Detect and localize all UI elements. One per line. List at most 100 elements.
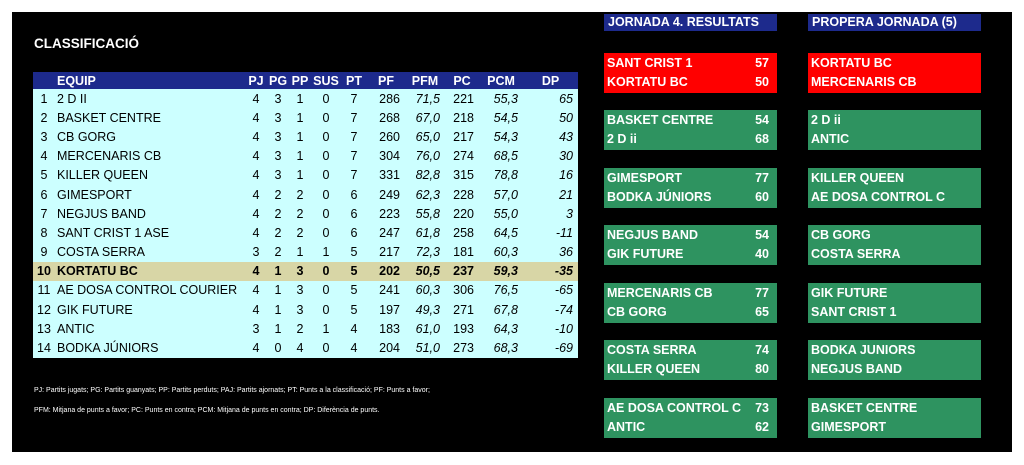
table-cell: 0 bbox=[311, 338, 341, 358]
table-cell: 223 bbox=[367, 204, 405, 224]
table-cell: 68,5 bbox=[479, 146, 523, 166]
table-cell: 6 bbox=[341, 223, 367, 243]
table-cell: 3 bbox=[267, 127, 289, 147]
result-box: SANT CRIST 1 57 KORTATU BC 50 bbox=[604, 53, 777, 93]
table-cell: 3 bbox=[267, 165, 289, 185]
table-cell: 4 bbox=[245, 261, 267, 281]
team-name: NEGJUS BAND bbox=[811, 362, 902, 376]
table-cell: 4 bbox=[245, 223, 267, 243]
table-cell: 5 bbox=[33, 165, 55, 185]
game-team-line: KORTATU BC bbox=[811, 54, 973, 73]
table-cell: 193 bbox=[445, 319, 479, 339]
column-header: DP bbox=[523, 72, 578, 89]
table-cell: 72,3 bbox=[405, 242, 445, 262]
team-name: CB GORG bbox=[607, 305, 667, 319]
game-team-line: AE DOSA CONTROL C bbox=[811, 188, 973, 207]
table-cell: 304 bbox=[367, 146, 405, 166]
legend-line-2: PFM: Mitjana de punts a favor; PC: Punts… bbox=[34, 407, 380, 414]
standings-header-row: EQUIP PJ PG PP SUS PT PF PFM PC PCM DP bbox=[33, 72, 578, 89]
team-name: 2 D ii bbox=[811, 113, 841, 127]
table-cell: 220 bbox=[445, 204, 479, 224]
column-header: EQUIP bbox=[55, 72, 245, 89]
table-cell: 3 bbox=[267, 108, 289, 128]
table-row: 13 ANTIC 3 1 2 1 4 183 61,0 193 64,3 -10 bbox=[33, 319, 578, 339]
game-team-line: GIMESPORT 77 bbox=[607, 169, 769, 188]
table-cell: 64,3 bbox=[479, 319, 523, 339]
column-header: PJ bbox=[245, 72, 267, 89]
table-cell: 4 bbox=[245, 184, 267, 205]
team-name: BODKA JUNIORS bbox=[811, 343, 916, 357]
team-name-cell: GIK FUTURE bbox=[55, 300, 245, 320]
table-cell: 4 bbox=[33, 146, 55, 166]
table-cell: 4 bbox=[245, 204, 267, 224]
table-cell: 1 bbox=[289, 165, 311, 185]
result-box: GIMESPORT 77 BODKA JÚNIORS 60 bbox=[604, 168, 777, 208]
table-cell: 10 bbox=[33, 261, 55, 281]
table-row: 8 SANT CRIST 1 ASE 4 2 2 0 6 247 61,8 258 64,5 -11 bbox=[33, 223, 578, 243]
table-cell: 76,5 bbox=[479, 280, 523, 301]
game-team-line: ANTIC 62 bbox=[607, 418, 769, 437]
table-cell: 3 bbox=[289, 300, 311, 320]
table-cell: 2 bbox=[267, 204, 289, 224]
result-box: BASKET CENTRE 54 2 D ii 68 bbox=[604, 110, 777, 150]
standings-table: EQUIP PJ PG PP SUS PT PF PFM PC PCM DP 1… bbox=[33, 72, 578, 358]
table-cell: 13 bbox=[33, 319, 55, 339]
table-cell: 1 bbox=[267, 261, 289, 281]
table-cell: 0 bbox=[311, 223, 341, 243]
table-cell: -65 bbox=[523, 280, 578, 301]
team-name: AE DOSA CONTROL C bbox=[811, 190, 946, 204]
table-cell: 2 bbox=[289, 319, 311, 339]
table-cell: 59,3 bbox=[479, 261, 523, 281]
column-header: PT bbox=[341, 72, 367, 89]
table-cell: 0 bbox=[311, 127, 341, 147]
team-score: 62 bbox=[755, 420, 769, 434]
table-cell: 54,5 bbox=[479, 108, 523, 128]
team-name: ANTIC bbox=[811, 132, 850, 146]
team-name-cell: CB GORG bbox=[55, 127, 245, 147]
column-header: PC bbox=[445, 72, 479, 89]
table-cell: 0 bbox=[267, 338, 289, 358]
team-score: 73 bbox=[755, 401, 769, 415]
table-cell: 0 bbox=[311, 108, 341, 128]
table-cell: 331 bbox=[367, 165, 405, 185]
table-cell: 274 bbox=[445, 146, 479, 166]
table-row: 2 BASKET CENTRE 4 3 1 0 7 268 67,0 218 54,5 50 bbox=[33, 108, 578, 128]
table-cell: 1 bbox=[267, 300, 289, 320]
table-cell: 221 bbox=[445, 89, 479, 109]
table-cell: 2 bbox=[267, 242, 289, 262]
table-cell: 3 bbox=[289, 280, 311, 301]
table-cell: 11 bbox=[33, 280, 55, 301]
team-score: 68 bbox=[755, 132, 769, 146]
table-cell: 60,3 bbox=[405, 280, 445, 301]
result-box: COSTA SERRA 74 KILLER QUEEN 80 bbox=[604, 340, 777, 380]
table-cell: 2 bbox=[267, 223, 289, 243]
team-name-cell: BASKET CENTRE bbox=[55, 108, 245, 128]
game-team-line: GIMESPORT bbox=[811, 418, 973, 437]
table-cell: -35 bbox=[523, 261, 578, 281]
table-row: 11 AE DOSA CONTROL COURIER 4 1 3 0 5 241 60,3 306… bbox=[33, 280, 578, 301]
table-cell: 7 bbox=[341, 165, 367, 185]
game-team-line: 2 D ii 68 bbox=[607, 130, 769, 149]
team-name: KORTATU BC bbox=[811, 56, 892, 70]
table-cell: 0 bbox=[311, 89, 341, 109]
table-cell: 50,5 bbox=[405, 261, 445, 281]
fixture-box: BASKET CENTRE GIMESPORT bbox=[808, 398, 981, 438]
team-name: NEGJUS BAND bbox=[607, 228, 698, 242]
table-cell: 6 bbox=[33, 184, 55, 205]
team-score: 77 bbox=[755, 171, 769, 185]
table-cell: 0 bbox=[311, 300, 341, 320]
table-cell: 3 bbox=[33, 127, 55, 147]
table-cell: 5 bbox=[341, 261, 367, 281]
table-cell: 258 bbox=[445, 223, 479, 243]
table-cell: 2 bbox=[289, 184, 311, 205]
team-name: GIMESPORT bbox=[607, 171, 683, 185]
table-row: 9 COSTA SERRA 3 2 1 1 5 217 72,3 181 60,3 36 bbox=[33, 242, 578, 262]
table-cell: 247 bbox=[367, 223, 405, 243]
team-name: GIK FUTURE bbox=[607, 247, 684, 261]
table-cell: 1 bbox=[289, 89, 311, 109]
team-score: 54 bbox=[755, 113, 769, 127]
table-cell: 4 bbox=[245, 338, 267, 358]
table-cell: 49,3 bbox=[405, 300, 445, 320]
table-cell: 315 bbox=[445, 165, 479, 185]
